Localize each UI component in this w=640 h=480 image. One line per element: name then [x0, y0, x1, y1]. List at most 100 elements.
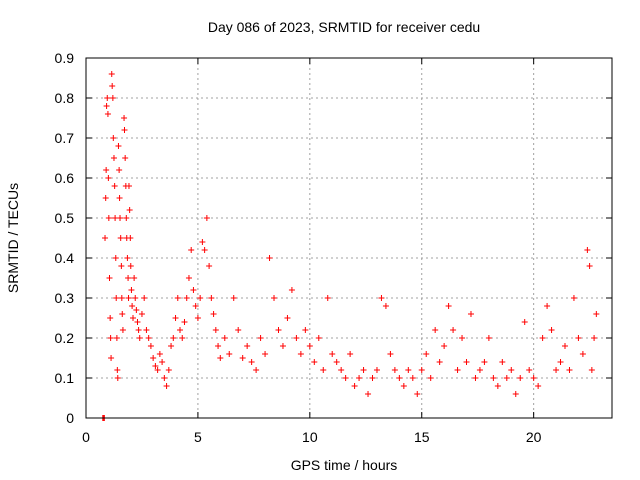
- data-point: [405, 367, 412, 373]
- data-point: [126, 207, 133, 213]
- data-point: [584, 247, 591, 253]
- data-point: [113, 295, 120, 301]
- y-tick-label: 0.1: [55, 370, 75, 386]
- data-point: [203, 215, 210, 221]
- data-point: [579, 351, 586, 357]
- data-point: [108, 355, 115, 361]
- data-point: [342, 375, 349, 381]
- data-point: [297, 351, 304, 357]
- data-point: [459, 335, 466, 341]
- data-point: [128, 287, 135, 293]
- data-point: [156, 351, 163, 357]
- data-point: [351, 383, 358, 389]
- y-axis-label: SRMTID / TECUs: [5, 183, 21, 293]
- data-point: [119, 311, 126, 317]
- data-point: [548, 327, 555, 333]
- data-point: [165, 367, 172, 373]
- x-tick-label: 5: [194, 429, 202, 445]
- x-tick-label: 15: [414, 429, 430, 445]
- data-point: [125, 295, 132, 301]
- data-point: [181, 319, 188, 325]
- data-point: [118, 263, 125, 269]
- data-point: [539, 335, 546, 341]
- data-point: [150, 355, 157, 361]
- data-point: [109, 83, 116, 89]
- data-point: [566, 367, 573, 373]
- data-point: [121, 127, 128, 133]
- data-point: [588, 367, 595, 373]
- y-tick-label: 0.7: [55, 130, 75, 146]
- data-point: [103, 167, 110, 173]
- x-tick-label: 0: [82, 429, 90, 445]
- chart-title: Day 086 of 2023, SRMTID for receiver ced…: [208, 19, 480, 35]
- data-point: [110, 135, 117, 141]
- data-point: [168, 343, 175, 349]
- data-point: [117, 215, 124, 221]
- data-point: [113, 335, 120, 341]
- data-points: [99, 71, 600, 421]
- data-point: [143, 327, 150, 333]
- data-point: [414, 391, 421, 397]
- data-point: [124, 255, 131, 261]
- data-point: [391, 367, 398, 373]
- data-point: [177, 327, 184, 333]
- data-point: [467, 311, 474, 317]
- data-point: [463, 359, 470, 365]
- data-point: [535, 383, 542, 389]
- plot-border: [85, 57, 613, 419]
- data-point: [109, 95, 116, 101]
- data-point: [163, 383, 170, 389]
- data-point: [132, 295, 139, 301]
- data-point: [436, 359, 443, 365]
- data-point: [373, 367, 380, 373]
- data-point: [591, 335, 598, 341]
- data-point: [485, 335, 492, 341]
- data-point: [212, 327, 219, 333]
- data-point: [102, 235, 109, 241]
- data-point: [244, 343, 251, 349]
- data-point: [356, 375, 363, 381]
- data-point: [427, 375, 434, 381]
- y-tick-label: 0.9: [55, 50, 75, 66]
- data-point: [454, 367, 461, 373]
- data-point: [105, 175, 112, 181]
- data-point: [145, 335, 152, 341]
- data-point: [275, 327, 282, 333]
- data-point: [593, 311, 600, 317]
- data-point: [586, 263, 593, 269]
- data-point: [199, 239, 206, 245]
- data-point: [116, 167, 123, 173]
- data-point: [115, 143, 122, 149]
- data-point: [103, 103, 110, 109]
- data-point: [306, 343, 313, 349]
- data-point: [293, 335, 300, 341]
- data-point: [508, 367, 515, 373]
- data-point: [557, 359, 564, 365]
- data-point: [512, 391, 519, 397]
- data-point: [311, 359, 318, 365]
- data-point: [172, 315, 179, 321]
- data-point: [154, 367, 161, 373]
- data-point: [266, 255, 273, 261]
- data-point: [131, 275, 138, 281]
- data-point: [174, 295, 181, 301]
- data-point: [400, 383, 407, 389]
- data-point: [127, 263, 134, 269]
- data-point: [284, 315, 291, 321]
- data-point: [102, 195, 109, 201]
- data-point: [183, 295, 190, 301]
- data-point: [192, 303, 199, 309]
- y-tick-label: 0.4: [55, 250, 75, 266]
- data-point: [288, 287, 295, 293]
- data-point: [279, 343, 286, 349]
- data-point: [112, 255, 119, 261]
- data-point: [170, 335, 177, 341]
- data-point: [135, 327, 142, 333]
- data-point: [418, 367, 425, 373]
- data-point: [217, 355, 224, 361]
- data-point: [302, 327, 309, 333]
- data-point: [147, 343, 154, 349]
- data-point: [387, 351, 394, 357]
- data-point: [409, 375, 416, 381]
